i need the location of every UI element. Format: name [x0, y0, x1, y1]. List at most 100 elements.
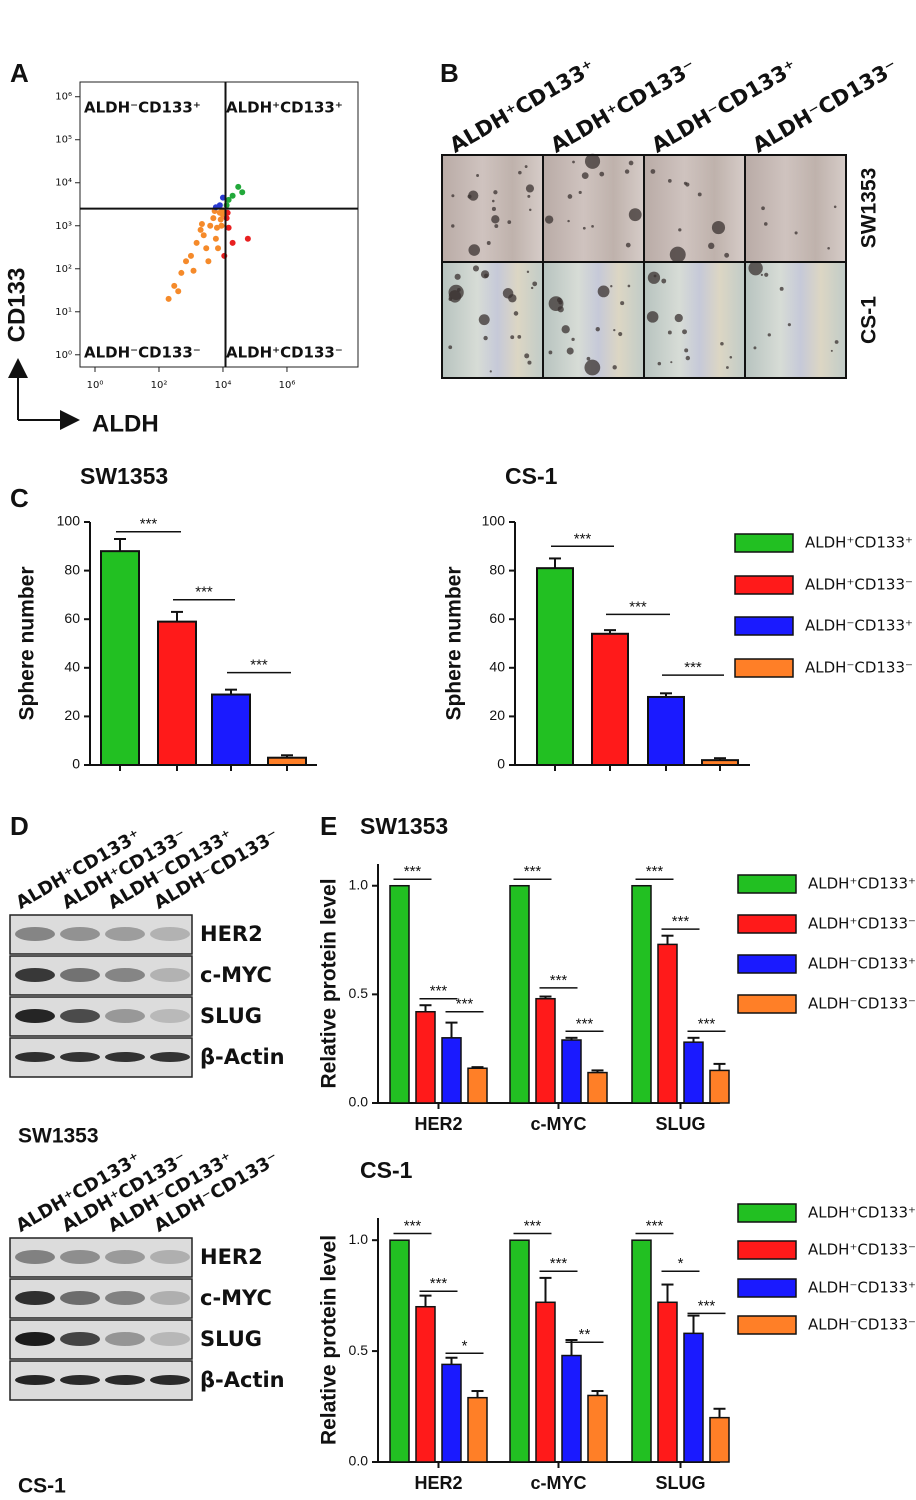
significance-label: *** — [430, 1275, 448, 1292]
y-tick-label: 100 — [57, 513, 81, 529]
sphere-dot — [571, 337, 575, 342]
blot-band — [60, 1009, 100, 1023]
blot-band — [60, 1250, 100, 1264]
bar — [647, 695, 685, 767]
y-tick-label: 40 — [489, 659, 505, 675]
legend-label: ALDH⁺CD133⁺ — [805, 534, 913, 552]
sphere-dot — [586, 356, 591, 361]
bar — [467, 1396, 488, 1463]
sphere-dot — [595, 327, 600, 332]
y-tick-label: 0 — [72, 756, 80, 772]
sphere-dot — [683, 181, 688, 185]
sphere-dot — [454, 273, 461, 280]
x-tick-label: SLUG — [655, 1114, 705, 1134]
micrograph — [745, 155, 846, 262]
sphere-dot — [525, 184, 535, 193]
sphere-dot — [613, 328, 616, 332]
panel-label: D — [10, 811, 29, 841]
significance-label: *** — [550, 1255, 568, 1272]
blot-band — [60, 1332, 100, 1346]
x-tick-label: HER2 — [414, 1473, 462, 1493]
significance-label: *** — [574, 530, 592, 547]
x-tick-label: c-MYC — [530, 1114, 586, 1134]
sphere-dot — [451, 224, 455, 228]
y-tick-label: 0.5 — [349, 985, 369, 1001]
blot-strip — [9, 914, 193, 955]
bar — [701, 759, 739, 767]
sphere-dot — [468, 244, 481, 256]
blot-row-label: SLUG — [200, 1004, 262, 1028]
legend-label: ALDH⁻CD133⁺ — [808, 1279, 916, 1297]
bar — [389, 1239, 410, 1463]
sphere-dot — [647, 271, 661, 284]
significance-label: *** — [195, 584, 213, 601]
sphere-dot — [494, 224, 499, 228]
blot-band — [15, 927, 55, 941]
legend-label: ALDH⁺CD133⁺ — [808, 875, 916, 893]
scatter-point — [229, 239, 236, 246]
chart-title: SW1353 — [80, 463, 168, 489]
blot-band — [150, 1375, 190, 1385]
blot-band — [150, 1009, 190, 1023]
blot-band — [60, 1291, 100, 1305]
significance-label: *** — [550, 972, 568, 989]
significance-label: *** — [404, 863, 422, 880]
scatter-point — [210, 215, 217, 222]
blot-band — [105, 1332, 145, 1346]
x-tick-label: SLUG — [655, 1473, 705, 1493]
micrograph — [644, 155, 745, 262]
sphere-dot — [561, 325, 570, 334]
scatter-point — [198, 220, 205, 227]
bar — [267, 756, 307, 767]
blot-band — [105, 1375, 145, 1385]
scatter-point — [235, 183, 242, 190]
sphere-dot — [518, 170, 522, 175]
blot-band — [150, 1291, 190, 1305]
legend-label: ALDH⁺CD133⁺ — [808, 1204, 916, 1222]
significance-label: *** — [524, 1217, 542, 1234]
blot-band — [105, 1052, 145, 1062]
scatter-point — [178, 269, 185, 276]
y-tick-label: 80 — [489, 561, 505, 577]
y-tick-label: 10⁵ — [55, 135, 72, 146]
sphere-dot — [682, 329, 687, 335]
sphere-dot — [476, 174, 480, 177]
sphere-dot — [669, 246, 686, 263]
sphere-dot — [628, 160, 634, 166]
bar — [657, 943, 678, 1104]
significance-label: *** — [430, 983, 448, 1000]
blot-band — [105, 1291, 145, 1305]
blot-row-label: SLUG — [200, 1327, 262, 1351]
sphere-dot — [491, 199, 495, 203]
bar — [561, 1039, 582, 1104]
sphere-dot — [833, 205, 837, 209]
sphere-dot — [548, 350, 553, 355]
bar — [535, 1301, 556, 1463]
scatter-point — [215, 245, 222, 252]
significance-label: *** — [646, 863, 664, 880]
y-tick-label: 20 — [489, 707, 505, 723]
scatter-point — [244, 235, 251, 242]
micrograph — [442, 262, 543, 378]
legend-swatch — [734, 575, 794, 595]
sphere-dot — [625, 242, 631, 248]
blot-band — [60, 1052, 100, 1062]
legend-swatch — [737, 994, 797, 1014]
sphere-dot — [628, 208, 642, 222]
blot-band — [15, 1332, 55, 1346]
sphere-dot — [685, 355, 691, 361]
bar — [709, 1416, 730, 1463]
bar — [657, 1301, 678, 1463]
significance-label: *** — [698, 1015, 716, 1032]
sphere-dot — [582, 226, 586, 230]
chart-title: CS-1 — [505, 463, 558, 489]
y-axis-label: Sphere number — [443, 566, 466, 720]
sphere-dot — [578, 190, 582, 194]
sphere-dot — [661, 278, 667, 284]
y-tick-label: 80 — [64, 561, 80, 577]
sphere-dot — [526, 270, 530, 274]
bar — [157, 620, 197, 766]
blot-band — [150, 1052, 190, 1062]
blot-row-label: c-MYC — [200, 963, 272, 987]
scatter-point — [190, 267, 197, 274]
